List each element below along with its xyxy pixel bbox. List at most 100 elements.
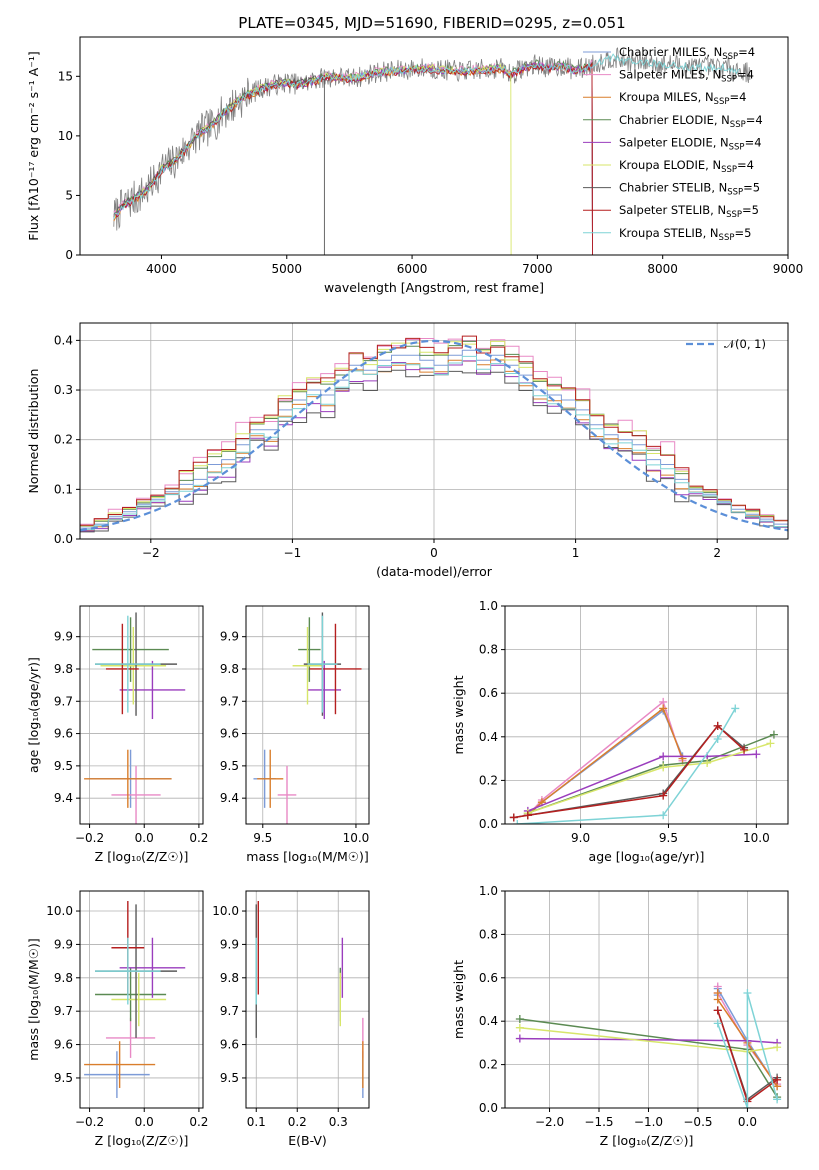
y-tick-label: 0.4 — [479, 1014, 498, 1028]
x-tick-label: 9000 — [773, 262, 804, 276]
plot-area — [80, 335, 788, 539]
error-bar-point — [307, 615, 338, 713]
residual-histogram — [80, 369, 788, 539]
y-tick-label: 0.6 — [479, 686, 498, 700]
y-tick-label: 0.4 — [54, 333, 73, 347]
model-spectrum-line — [113, 74, 325, 255]
x-axis-label: Z [log₁₀(Z/Z☉)] — [95, 849, 189, 864]
x-tick-label: −0.5 — [683, 1115, 712, 1129]
residual-histogram — [80, 349, 788, 539]
y-tick-label: 9.5 — [220, 1071, 239, 1085]
y-tick-label: 0.8 — [479, 643, 498, 657]
mass-weight-marker — [713, 1019, 722, 1028]
y-tick-label: 9.9 — [220, 937, 239, 951]
x-axis-label: wavelength [Angstrom, rest frame] — [324, 280, 544, 295]
mass-weight-marker — [523, 811, 532, 820]
y-tick-label: 9.6 — [220, 1038, 239, 1052]
y-tick-label: 15 — [58, 69, 73, 83]
y-tick-label: 0.2 — [479, 1058, 498, 1072]
legend-entry: Chabrier MILES, NSSP=4 — [619, 45, 755, 62]
mass-weight-marker — [740, 745, 749, 754]
mass-weight-marker — [773, 1095, 782, 1104]
x-tick-label: 10.0 — [743, 831, 770, 845]
y-tick-label: 0 — [65, 248, 73, 262]
y-tick-label: 0.2 — [54, 433, 73, 447]
y-axis-label: mass [log₁₀(M/M☉)] — [26, 938, 41, 1060]
y-tick-label: 9.4 — [220, 791, 239, 805]
plot-area — [509, 697, 778, 824]
error-bar-point — [111, 972, 167, 1027]
model-spectrum-line — [113, 59, 593, 255]
y-tick-label: 0.4 — [479, 730, 498, 744]
legend-entry: Kroupa ELODIE, NSSP=4 — [619, 158, 754, 175]
mass-weight-line — [513, 724, 745, 819]
legend-entry: Salpeter MILES, NSSP=4 — [619, 68, 754, 85]
spectrum-legend: Chabrier MILES, NSSP=4 Salpeter MILES, NS… — [583, 45, 763, 243]
x-tick-label: 1 — [572, 546, 580, 560]
y-tick-label: 0.8 — [479, 927, 498, 941]
axes-frame — [79, 890, 204, 1109]
x-tick-label: 4000 — [146, 262, 177, 276]
x-tick-label: −0.2 — [75, 1115, 104, 1129]
plot-area — [253, 612, 362, 824]
y-tick-label: 9.5 — [54, 759, 73, 773]
y-tick-label: 9.6 — [220, 727, 239, 741]
error-bar-point — [298, 617, 321, 682]
error-bar-point — [292, 626, 323, 705]
y-tick-label: 1.0 — [479, 884, 498, 898]
y-tick-label: 9.7 — [54, 694, 73, 708]
mass-weight-marker — [703, 758, 712, 767]
panel-mass-vs-EBV: 0.1 0.2 0.3 9.5 9.6 9.7 9.8 9.9 10.0 E(B-V) — [212, 890, 370, 1148]
normal-reference-curve — [80, 339, 788, 532]
observed-spectrum-line — [113, 47, 751, 231]
legend-entry: 𝒩(0, 1) — [724, 337, 766, 351]
x-tick-label: 0.0 — [135, 1115, 154, 1129]
x-axis-label: (data-model)/error — [376, 564, 493, 579]
x-axis-label: E(B-V) — [288, 1133, 327, 1148]
figure-title: PLATE=0345, MJD=51690, FIBERID=0295, z=0… — [238, 14, 625, 32]
panel-mass-weight-vs-age: 9.0 9.5 10.0 0.0 0.2 0.4 0.6 0.8 1.0 age [log₁₀(a… — [451, 599, 789, 864]
y-tick-label: 0.6 — [479, 971, 498, 985]
mass-weight-marker — [659, 811, 668, 820]
panel-spectrum: 4000 5000 6000 7000 8000 9000 0 5 10 15 wavelength… — [26, 36, 804, 295]
y-tick-label: 9.9 — [54, 937, 73, 951]
mass-weight-marker — [659, 791, 668, 800]
plot-area — [113, 47, 751, 255]
plot-area — [84, 901, 186, 1098]
residual-histogram — [80, 335, 788, 539]
residual-histogram — [80, 355, 788, 539]
x-axis-label: mass [log₁₀(M/M☉)] — [246, 849, 368, 864]
y-tick-label: 0.0 — [479, 1101, 498, 1115]
y-axis-label: mass weight — [451, 960, 466, 1039]
x-tick-label: 9.5 — [253, 831, 272, 845]
y-axis-label: Flux [fλ10⁻¹⁷ erg cm⁻² s⁻¹ A⁻¹] — [26, 51, 41, 240]
x-tick-label: 6000 — [397, 262, 428, 276]
mass-weight-marker — [773, 1075, 782, 1084]
model-spectrum-line — [113, 61, 593, 255]
error-bar-point — [309, 623, 362, 715]
error-bar-point — [119, 660, 186, 720]
x-tick-label: 0.1 — [247, 1115, 266, 1129]
x-tick-label: −2.0 — [535, 1115, 564, 1129]
error-bar-point — [105, 1017, 156, 1058]
mass-weight-marker — [752, 750, 761, 759]
mass-weight-marker — [713, 1006, 722, 1015]
axes-frame — [504, 605, 789, 825]
y-tick-label: 9.9 — [220, 630, 239, 644]
legend-entry: Chabrier STELIB, NSSP=5 — [619, 181, 760, 198]
plot-area — [255, 901, 364, 1098]
y-tick-label: 9.5 — [54, 1071, 73, 1085]
y-tick-label: 9.9 — [54, 630, 73, 644]
y-tick-label: 10.0 — [212, 904, 239, 918]
error-bar-point — [95, 615, 161, 713]
axes-frame — [79, 36, 789, 256]
mass-weight-marker — [509, 813, 518, 822]
panel-mass-weight-vs-Z: −2.0 −1.5 −1.0 −0.5 0.0 0.0 0.2 0.4 0.6 0.8 1.0 Z [… — [451, 884, 789, 1148]
mass-weight-marker — [743, 988, 752, 997]
error-bar-point — [111, 765, 161, 824]
mass-weight-marker — [766, 739, 775, 748]
mass-weight-marker — [515, 1023, 524, 1032]
panel-residuals: −2 −1 0 1 2 0.0 0.1 0.2 0.3 0.4 (data-model)/error… — [26, 322, 789, 579]
x-axis-label: Z [log₁₀(Z/Z☉)] — [95, 1133, 189, 1148]
